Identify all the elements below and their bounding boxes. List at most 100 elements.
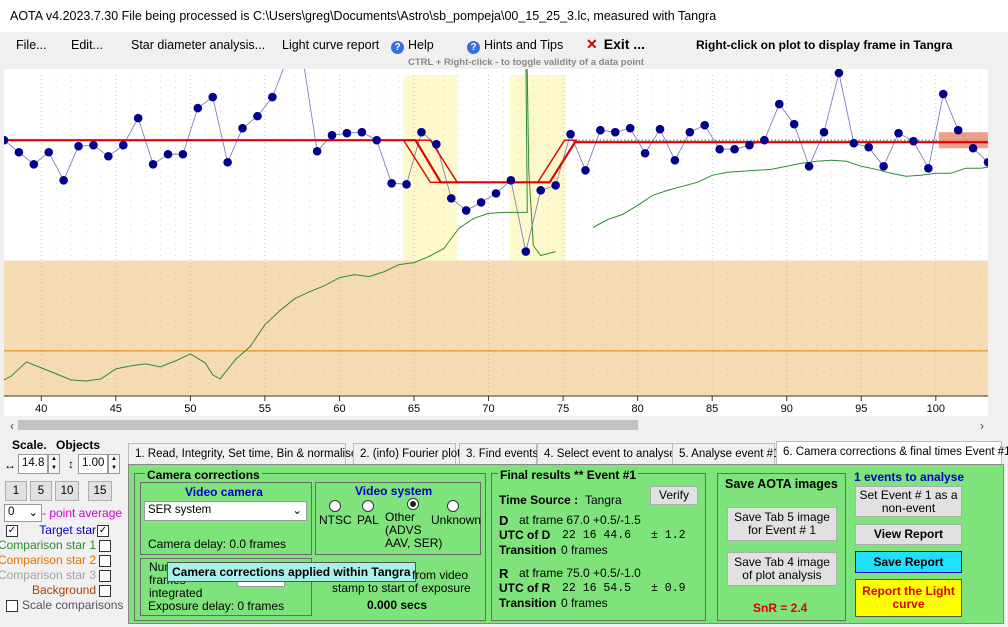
scale-label: Scale. xyxy=(12,438,47,452)
data-point xyxy=(924,163,933,173)
save-tab5-button[interactable]: Save Tab 5 image for Event # 1 xyxy=(727,507,837,541)
plot-horizontal-scrollbar[interactable]: ‹ › xyxy=(4,417,988,433)
x-tick-label: 60 xyxy=(333,403,345,415)
menu-star-diameter[interactable]: Star diameter analysis... xyxy=(131,38,266,52)
data-point xyxy=(625,123,635,133)
series-label: Scale comparisons xyxy=(22,598,124,612)
objects-stepper[interactable]: ▲ ▼ xyxy=(108,454,120,474)
average-select[interactable]: 0 ⌄ xyxy=(4,504,42,522)
menu-edit[interactable]: Edit... xyxy=(71,38,103,52)
data-point xyxy=(253,111,262,121)
data-point xyxy=(938,89,948,99)
scroll-right-icon[interactable]: › xyxy=(980,419,984,433)
objects-input[interactable]: 1.00 xyxy=(78,454,108,474)
tab-strip: 1. Read, Integrity, Set time, Bin & norm… xyxy=(128,441,1008,465)
camera-delay: Camera delay: 0.0 frames xyxy=(148,537,287,551)
point-button-10[interactable]: 10 xyxy=(55,481,79,501)
video-camera-title: Video camera xyxy=(185,485,263,499)
data-point xyxy=(446,194,456,203)
scrollbar-thumb[interactable] xyxy=(18,420,638,430)
average-label: - point average xyxy=(42,506,123,520)
point-button-5[interactable]: 5 xyxy=(30,481,52,501)
x-tick-label: 65 xyxy=(408,403,420,415)
horizontal-scale-icon: ↔ xyxy=(4,458,16,472)
data-point xyxy=(163,149,173,159)
scale-input[interactable]: 14.8 xyxy=(18,454,48,474)
comparison-star-curve xyxy=(4,69,556,382)
time-source-label: Time Source : xyxy=(499,493,579,507)
verify-button[interactable]: Verify xyxy=(650,486,698,505)
d-frame: at frame 67.0 +0.5/-1.5 xyxy=(519,513,641,527)
comparison-star-curve xyxy=(592,159,988,228)
data-point xyxy=(610,127,620,137)
tab-camera-corrections[interactable]: 6. Camera corrections & final times Even… xyxy=(776,441,1008,465)
tab-find-events[interactable]: 3. Find events xyxy=(459,443,538,465)
menu-light-curve-report[interactable]: Light curve report xyxy=(282,38,380,52)
data-point xyxy=(745,140,754,150)
data-point xyxy=(372,135,382,145)
tab-select-event[interactable]: 4. Select event to analyse xyxy=(537,443,676,465)
d-transition-marker xyxy=(402,139,459,184)
scale-stepper[interactable]: ▲ ▼ xyxy=(48,454,60,474)
data-point xyxy=(74,141,83,151)
point-button-15[interactable]: 15 xyxy=(88,481,112,501)
chevron-down-icon: ⌄ xyxy=(28,507,38,519)
r-label: R xyxy=(499,566,509,581)
camera-corrections-group xyxy=(134,473,486,621)
series-checkbox[interactable] xyxy=(99,570,111,582)
menu-hints[interactable]: ? Hints and Tips xyxy=(467,38,563,54)
data-point xyxy=(44,147,54,157)
save-report-button[interactable]: Save Report xyxy=(855,551,962,573)
x-tick-label: 100 xyxy=(927,403,945,415)
video-camera-group xyxy=(140,482,312,555)
tab-read[interactable]: 1. Read, Integrity, Set time, Bin & norm… xyxy=(128,443,357,465)
camera-select[interactable]: SER system ⌄ xyxy=(144,501,307,521)
series-checkbox[interactable] xyxy=(99,540,111,552)
point-button-1[interactable]: 1 xyxy=(5,481,27,501)
average-select-value: 0 xyxy=(8,506,15,518)
pal-radio[interactable] xyxy=(362,500,374,512)
data-point xyxy=(789,119,799,129)
ntsc-radio[interactable] xyxy=(329,500,341,512)
menu-file[interactable]: File... xyxy=(16,38,47,52)
plot-hint: CTRL + Right-click - to toggle validity … xyxy=(407,57,644,68)
series-label: Comparison star 1 xyxy=(0,538,96,552)
data-point xyxy=(476,198,486,207)
points-checkbox[interactable]: ✓ xyxy=(6,525,18,537)
save-tab4-button[interactable]: Save Tab 4 image of plot analysis xyxy=(727,552,837,586)
tab-analyse-event[interactable]: 5. Analyse event #1 xyxy=(672,443,779,465)
data-point xyxy=(223,157,232,167)
r-window-band xyxy=(509,75,567,261)
series-checkbox[interactable] xyxy=(99,585,111,597)
save-images-group xyxy=(717,473,846,621)
menu-exit-label: Exit ... xyxy=(603,36,645,52)
series-checkbox[interactable] xyxy=(6,600,18,612)
data-point xyxy=(834,69,844,78)
data-point xyxy=(819,127,829,137)
light-curve-plot[interactable]: 40 45 50 55 60 65 70 75 80 85 90 95 100 xyxy=(4,69,988,416)
set-non-event-button[interactable]: Set Event # 1 as a non-event xyxy=(855,486,962,517)
exposure-group xyxy=(140,558,312,616)
tab-fourier[interactable]: 2. (info) Fourier plot xyxy=(353,443,460,465)
data-point xyxy=(774,99,784,109)
display-control-panel: Scale. Objects ↔ 14.8 ▲ ▼ ↕ 1.00 ▲ ▼ 1 5 1… xyxy=(0,436,126,627)
view-report-button[interactable]: View Report xyxy=(855,524,962,545)
data-point xyxy=(849,138,859,148)
save-images-title: Save AOTA images xyxy=(725,477,838,491)
scroll-left-icon[interactable]: ‹ xyxy=(10,419,14,433)
other-radio[interactable] xyxy=(407,498,419,510)
menu-help[interactable]: ? Help xyxy=(391,38,434,54)
series-checkbox[interactable]: ✓ xyxy=(97,525,109,537)
unknown-radio[interactable] xyxy=(447,500,459,512)
chevron-down-icon: ⌄ xyxy=(292,505,302,517)
x-tick-label: 40 xyxy=(35,403,47,415)
menu-exit[interactable]: ✕ Exit ... xyxy=(586,36,645,53)
stamp-note: stamp to start of exposure xyxy=(332,581,471,595)
x-tick-label: 45 xyxy=(110,403,122,415)
pal-label: PAL xyxy=(357,513,379,527)
report-light-curve-button[interactable]: Report the Light curve xyxy=(855,579,962,617)
x-tick-label: 85 xyxy=(706,403,718,415)
series-checkbox[interactable] xyxy=(99,555,111,567)
camera-corrections-title: Camera corrections xyxy=(145,468,262,482)
data-point xyxy=(268,92,277,102)
